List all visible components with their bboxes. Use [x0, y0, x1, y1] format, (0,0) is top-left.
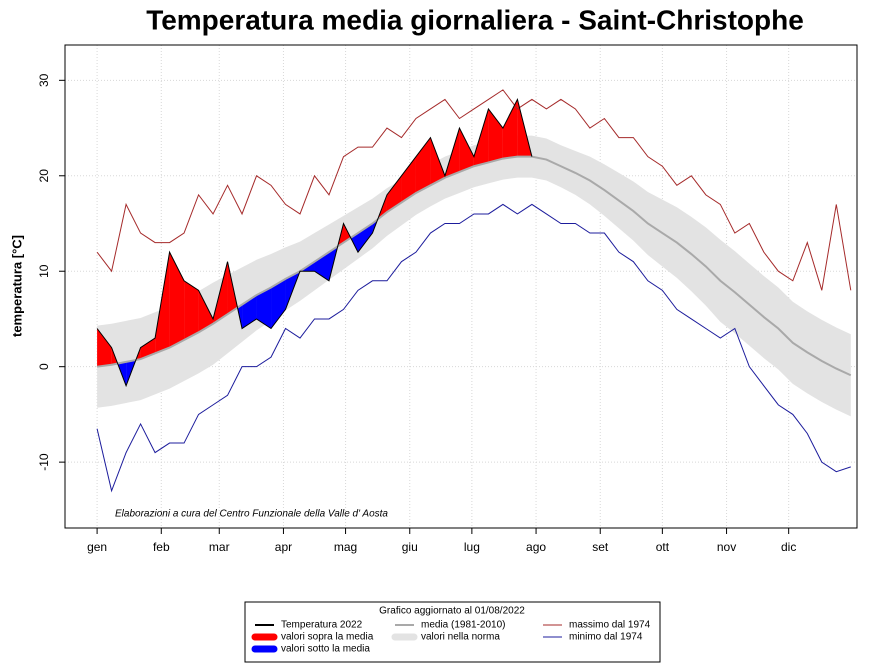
deviation-fill — [155, 252, 170, 354]
deviation-fill — [97, 328, 112, 367]
deviation-fill — [401, 156, 416, 203]
deviation-fill — [430, 137, 445, 186]
deviation-fill — [184, 280, 199, 340]
x-tick-label: gen — [87, 540, 107, 554]
deviation-fill — [415, 137, 431, 193]
legend-label: valori nella norma — [421, 632, 500, 643]
y-tick-label: 0 — [37, 363, 51, 370]
x-tick-label: giu — [402, 540, 418, 554]
series-line — [96, 89, 852, 291]
deviation-fill — [386, 175, 402, 213]
deviation-fill — [169, 252, 185, 348]
legend-label: valori sotto la media — [281, 644, 370, 655]
plot-area — [65, 45, 857, 528]
deviation-fill — [198, 290, 214, 333]
chart-title: Temperatura media giornaliera - Saint-Ch… — [146, 4, 804, 35]
deviation-fill — [357, 223, 373, 253]
legend-label: valori sopra la media — [281, 632, 374, 643]
x-tick-label: lug — [464, 540, 480, 554]
x-tick-label: nov — [717, 540, 736, 554]
deviation-fill — [488, 108, 503, 163]
annotation: Elaborazioni a cura del Centro Funzional… — [115, 509, 388, 520]
legend-label: Temperatura 2022 — [281, 620, 363, 631]
x-tick-label: dic — [781, 540, 796, 554]
deviation-fill — [271, 278, 286, 329]
x-tick-label: ott — [656, 540, 670, 554]
y-axis-label: temperatura [°C] — [9, 235, 24, 337]
legend-title: Grafico aggiornato al 01/08/2022 — [379, 606, 525, 617]
deviation-fill — [256, 287, 272, 329]
series-line — [96, 155, 852, 377]
y-tick-label: 10 — [37, 264, 51, 278]
legend-box — [244, 601, 661, 663]
y-tick-label: 20 — [37, 169, 51, 183]
y-tick-label: -10 — [37, 453, 51, 471]
series-line — [96, 203, 851, 493]
x-tick-label: apr — [275, 540, 292, 554]
legend-label: media (1981-2010) — [421, 620, 506, 631]
x-tick-label: feb — [153, 540, 170, 554]
legend-label: minimo dal 1974 — [569, 632, 643, 643]
deviation-fill — [459, 128, 474, 172]
legend-label: massimo dal 1974 — [569, 620, 651, 631]
x-tick-label: ago — [526, 540, 546, 554]
deviation-fill — [502, 99, 518, 159]
plot-frame — [64, 44, 858, 529]
norm-band — [97, 135, 851, 417]
deviation-fill — [473, 108, 489, 167]
x-tick-label: set — [592, 540, 609, 554]
x-tick-label: mar — [209, 540, 230, 554]
y-tick-label: 30 — [37, 73, 51, 87]
series-line — [96, 97, 533, 388]
x-tick-label: mag — [334, 540, 357, 554]
